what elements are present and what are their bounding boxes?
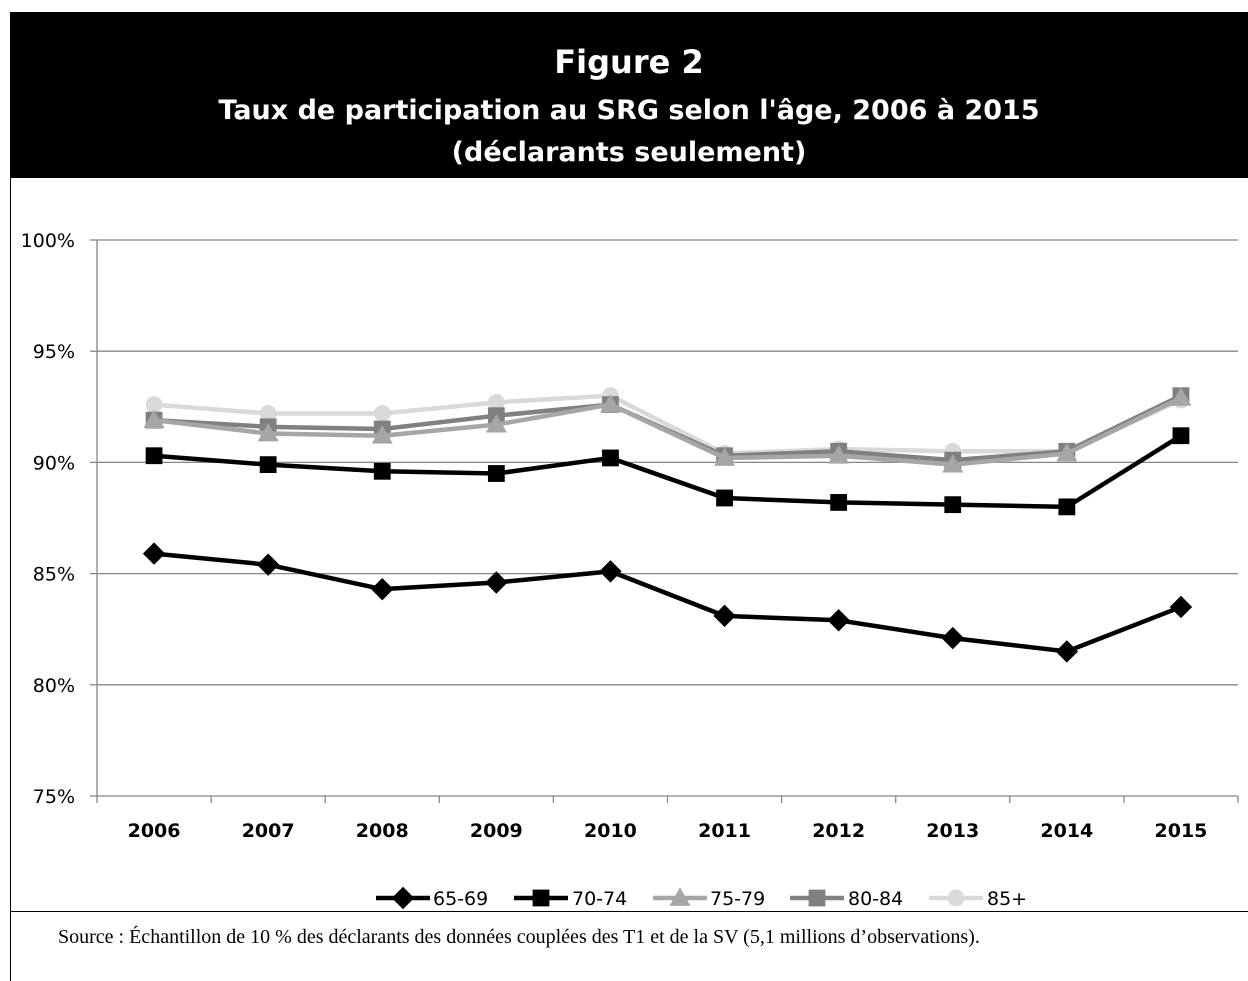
legend-item-70-74: 70-74: [514, 888, 627, 910]
data-point: [713, 604, 736, 628]
legend: 65-69 70-74 75-79 80-84 85+: [376, 886, 1027, 910]
x-tick-label: 2009: [470, 820, 523, 842]
x-tick-label: 2007: [242, 820, 295, 842]
x-tick-label: 2015: [1155, 820, 1208, 842]
legend-label: 85+: [987, 888, 1027, 910]
legend-label: 70-74: [572, 888, 627, 910]
data-point: [257, 422, 279, 442]
source-note: Source : Échantillon de 10 % des déclara…: [10, 911, 1248, 981]
data-point: [143, 409, 165, 429]
y-tick-label: 100%: [21, 230, 75, 252]
series-line: [153, 395, 1182, 467]
series-75-79: [143, 387, 1192, 473]
data-point: [599, 394, 621, 413]
legend-marker: [391, 886, 415, 910]
y-tick-label: 95%: [33, 341, 75, 363]
data-point: [487, 465, 505, 482]
data-point: [830, 494, 848, 511]
figure-header: Figure 2 Taux de participation au SRG se…: [10, 12, 1248, 178]
data-point: [828, 445, 850, 464]
data-point: [941, 626, 964, 650]
line-chart: 75% 80% 85% 90% 95% 100% 2006 2007 2008 2009 2010 2…: [21, 230, 1239, 910]
gridlines: [97, 239, 1238, 686]
figure-label: Figure 2: [554, 43, 704, 81]
data-point: [1058, 498, 1076, 516]
x-tick-label: 2006: [128, 820, 181, 842]
data-point: [145, 396, 163, 413]
axes: 75% 80% 85% 90% 95% 100% 2006 2007 2008 2009 2010 2…: [21, 230, 1239, 842]
series-65-69: [142, 542, 1193, 663]
data-point: [602, 449, 619, 467]
data-point: [485, 414, 507, 433]
data-point: [714, 447, 736, 466]
data-point: [485, 571, 508, 594]
data-point: [142, 542, 166, 565]
x-tick-label: 2012: [812, 820, 865, 842]
data-point: [256, 553, 280, 576]
data-point: [716, 489, 733, 507]
legend-item-80-84: 80-84: [790, 888, 903, 910]
x-tick-label: 2008: [356, 820, 409, 842]
legend-marker: [947, 889, 965, 907]
series-line: [153, 433, 1183, 510]
data-point: [1170, 387, 1192, 406]
legend-item-85+: 85+: [929, 888, 1027, 910]
x-tick-label: 2011: [698, 820, 751, 842]
data-point: [259, 456, 277, 474]
y-tick-label: 80%: [33, 675, 75, 697]
data-point: [827, 609, 850, 632]
data-point: [371, 577, 394, 601]
data-point: [944, 496, 962, 514]
chart-title: Taux de participation au SRG selon l'âge…: [218, 95, 1040, 126]
chart-subtitle: (déclarants seulement): [451, 137, 807, 168]
data-point: [599, 560, 622, 583]
data-point: [487, 393, 505, 411]
data-point: [371, 425, 393, 444]
data-point: [373, 462, 391, 480]
legend-marker: [669, 887, 691, 906]
data-point: [145, 447, 163, 465]
series-line: [153, 393, 1182, 456]
x-tick-label: 2014: [1040, 820, 1093, 842]
y-tick-label: 90%: [33, 452, 75, 474]
data-point: [1172, 427, 1190, 445]
x-tick-label: 2010: [584, 820, 637, 842]
y-tick-label: 75%: [33, 786, 75, 808]
x-tick-label: 2013: [926, 820, 979, 842]
legend-label: 65-69: [433, 888, 488, 910]
data-point: [1169, 595, 1193, 619]
legend-item-75-79: 75-79: [653, 887, 765, 910]
legend-label: 80-84: [848, 888, 903, 910]
series-70-74: [145, 427, 1190, 516]
legend-item-65-69: 65-69: [376, 886, 488, 910]
series-85+: [145, 387, 1190, 462]
data-point: [373, 405, 391, 422]
y-tick-label: 85%: [33, 564, 75, 586]
data-point: [1055, 640, 1079, 663]
series-line: [153, 551, 1182, 654]
data-point: [259, 405, 277, 422]
legend-marker: [532, 889, 550, 907]
legend-label: 75-79: [710, 888, 765, 910]
data-point: [1056, 443, 1078, 462]
data-point: [942, 454, 964, 473]
legend-marker: [808, 889, 826, 907]
series-lines: [142, 387, 1193, 663]
